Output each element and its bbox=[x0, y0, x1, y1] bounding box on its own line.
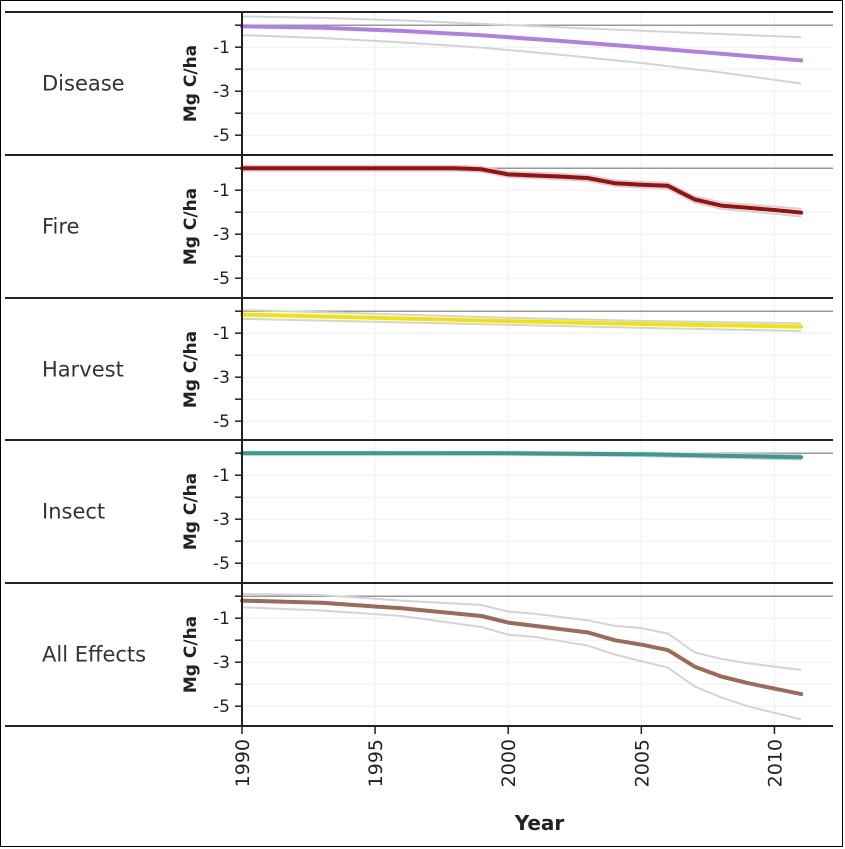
x-tick-label: 2010 bbox=[764, 739, 786, 787]
harvest-upper-bound-line bbox=[241, 309, 802, 325]
harvest-y-tick-label: -3 bbox=[213, 368, 230, 388]
x-tick-label: 2000 bbox=[498, 739, 520, 787]
x-tick-label: 1995 bbox=[365, 739, 387, 787]
all-effects-panel-label: All Effects bbox=[42, 643, 146, 667]
fire-y-tick-label: -1 bbox=[213, 181, 230, 201]
fire-lower-bound-line bbox=[242, 169, 802, 218]
x-axis-title: Year bbox=[514, 811, 565, 835]
fire-panel-label: Fire bbox=[42, 215, 79, 239]
harvest-lower-bound-line bbox=[241, 317, 802, 332]
all-effects-lower-bound-line bbox=[241, 606, 802, 721]
insect-panel-label: Insect bbox=[42, 500, 105, 524]
all-effects-y-tick-label: -5 bbox=[213, 697, 230, 717]
all-effects-y-axis-title: Mg C/ha bbox=[181, 616, 201, 693]
disease-y-axis-title: Mg C/ha bbox=[181, 45, 201, 122]
all-effects-y-tick-label: -3 bbox=[213, 653, 230, 673]
insect-y-tick-label: -3 bbox=[213, 510, 230, 530]
fire-series-line bbox=[240, 166, 804, 215]
disease-y-tick-label: -5 bbox=[213, 126, 230, 146]
insect-series-line bbox=[240, 451, 804, 460]
x-tick-label: 2005 bbox=[631, 739, 653, 787]
all-effects-y-tick-label: -1 bbox=[213, 609, 230, 629]
harvest-y-axis-title: Mg C/ha bbox=[181, 331, 201, 408]
fire-y-tick-label: -5 bbox=[213, 269, 230, 289]
disease-series-line bbox=[240, 24, 804, 63]
insect-y-tick-label: -5 bbox=[213, 554, 230, 574]
harvest-y-tick-label: -1 bbox=[213, 324, 230, 344]
disease-panel-label: Disease bbox=[42, 72, 125, 96]
all-effects-upper-bound-line bbox=[241, 593, 802, 671]
disease-upper-bound-line bbox=[241, 15, 802, 39]
fire-y-tick-label: -3 bbox=[213, 225, 230, 245]
insect-y-tick-label: -1 bbox=[213, 466, 230, 486]
disease-y-tick-label: -3 bbox=[213, 82, 230, 102]
fire-y-axis-title: Mg C/ha bbox=[181, 188, 201, 265]
harvest-y-tick-label: -5 bbox=[213, 412, 230, 432]
fire-upper-bound-line bbox=[242, 164, 802, 210]
disease-lower-bound-line bbox=[241, 34, 802, 85]
all-effects-series-line bbox=[240, 598, 804, 697]
disease-y-tick-label: -1 bbox=[213, 38, 230, 58]
harvest-series-line bbox=[240, 312, 804, 329]
insect-y-axis-title: Mg C/ha bbox=[181, 473, 201, 550]
harvest-panel-label: Harvest bbox=[42, 358, 124, 382]
x-tick-label: 1990 bbox=[232, 739, 254, 787]
